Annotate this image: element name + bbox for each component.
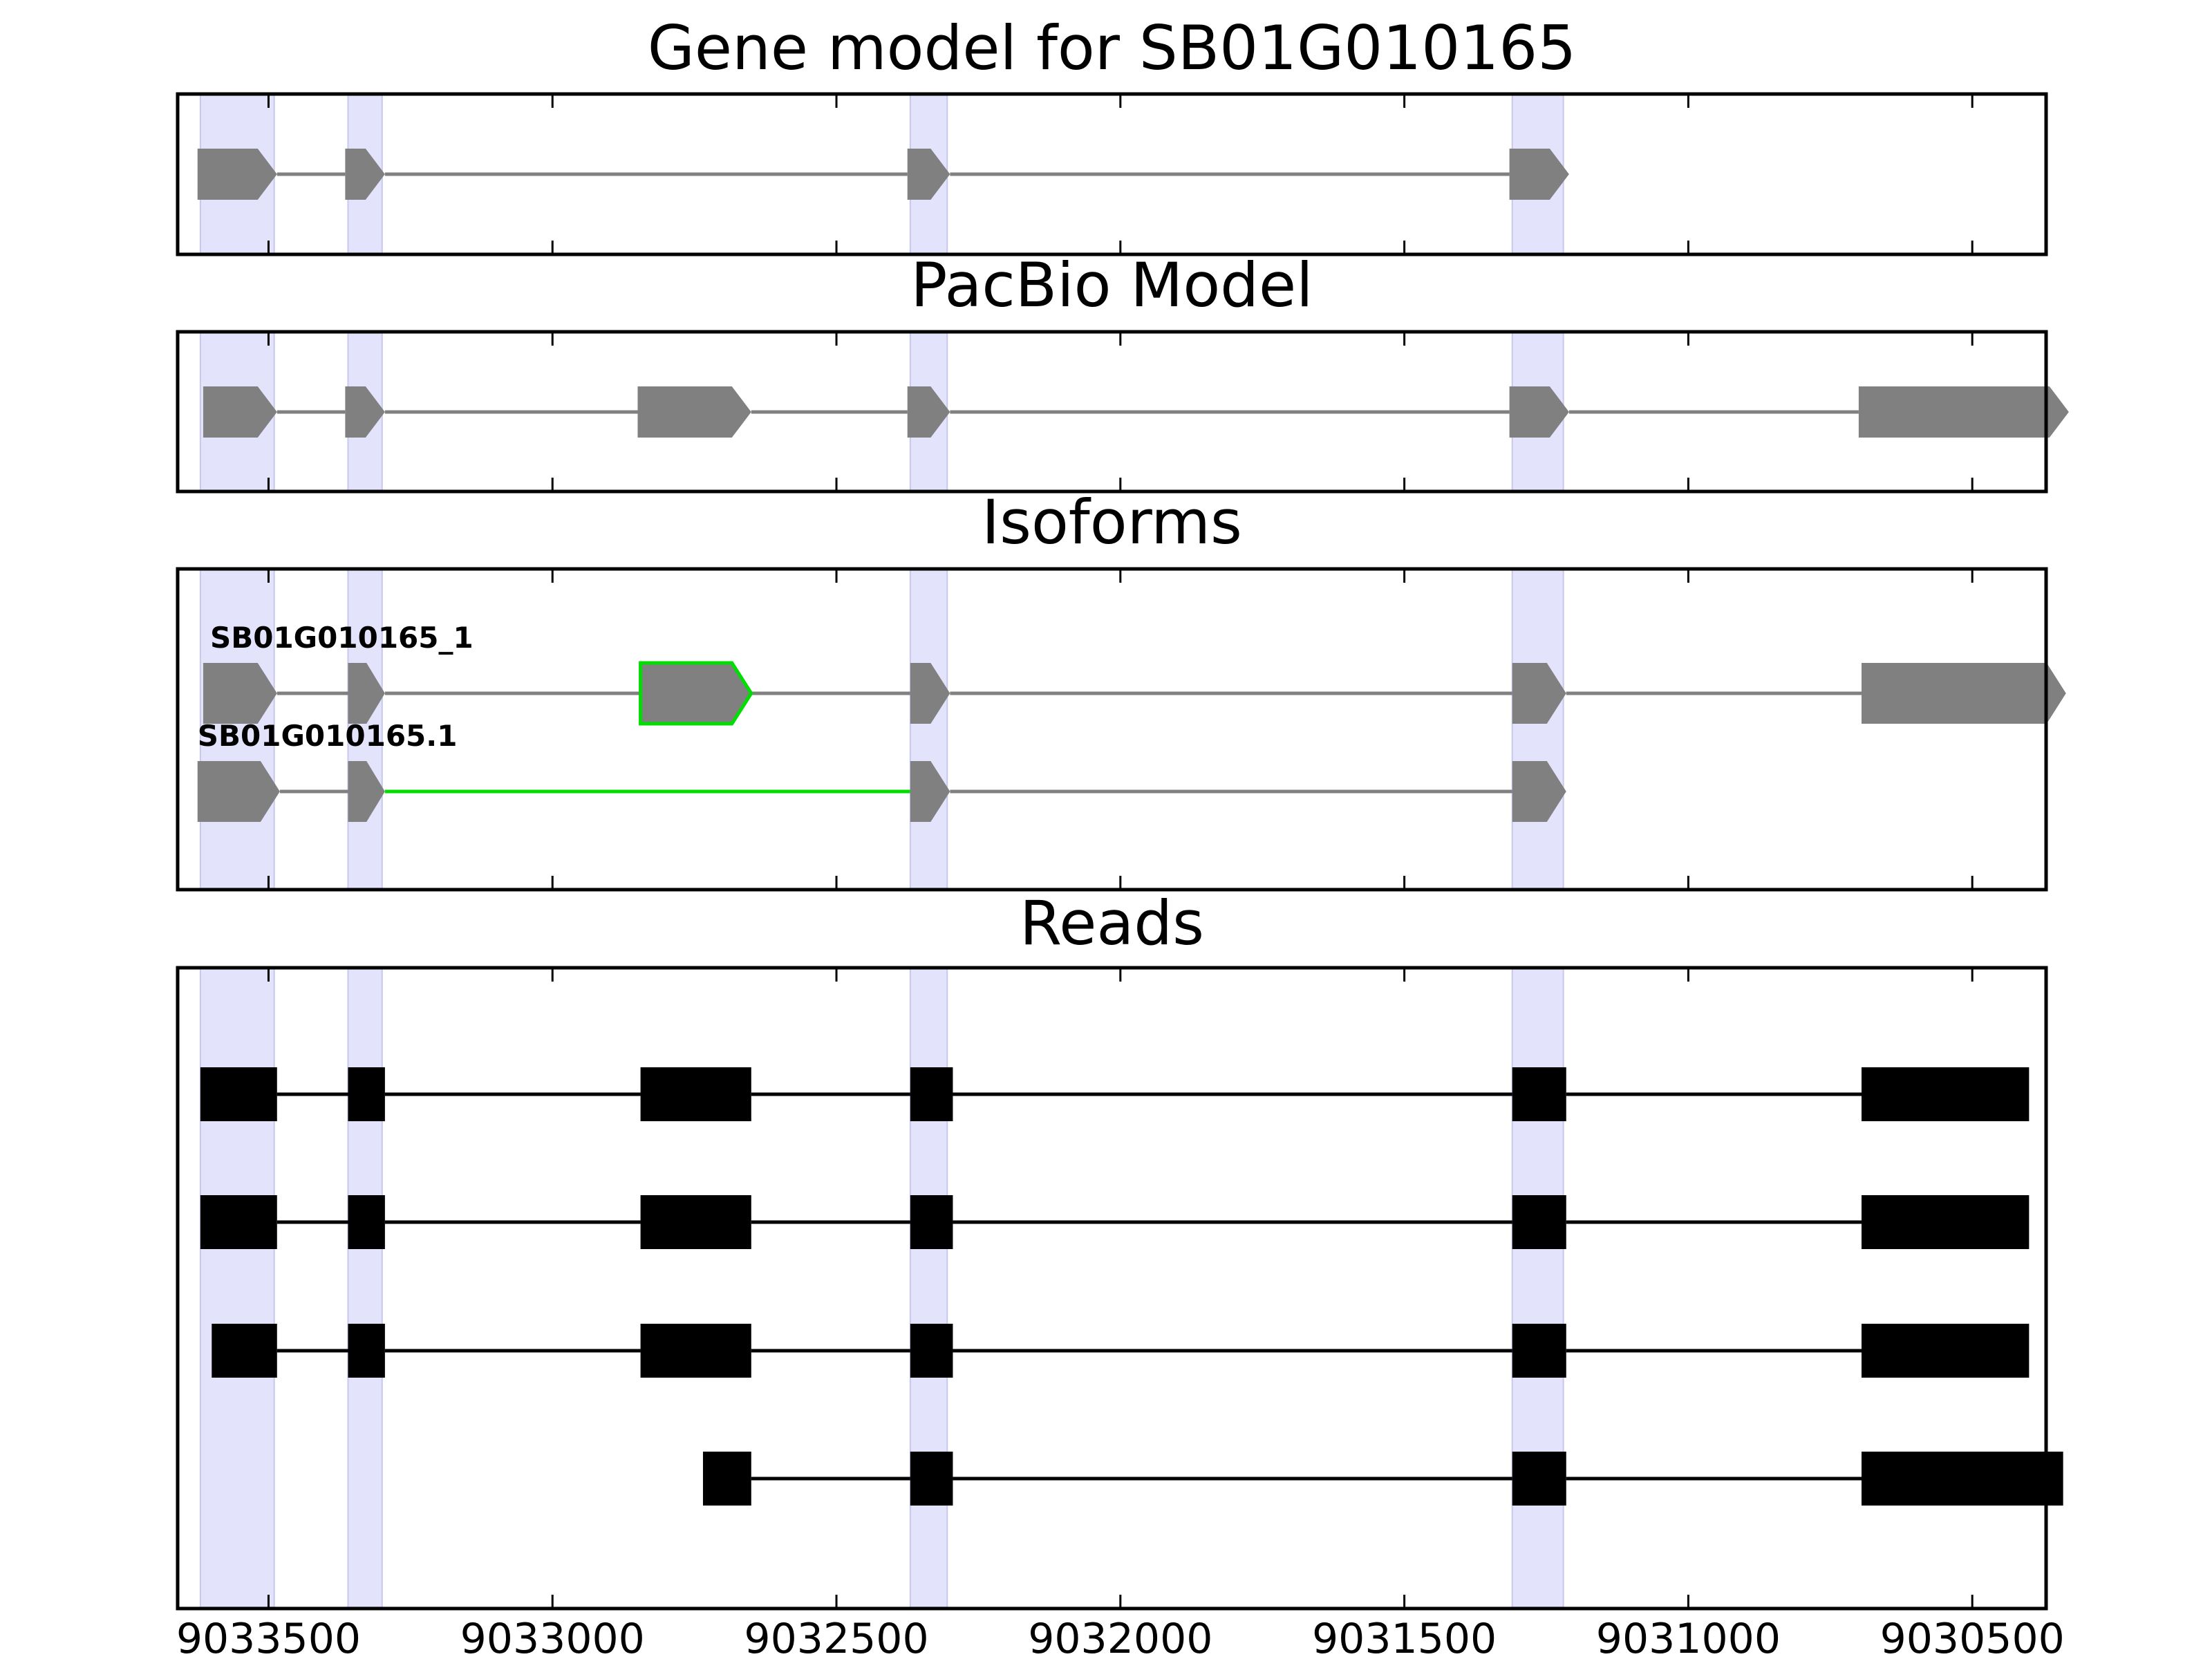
panel-title: Reads	[1020, 888, 1204, 959]
x-tick-label: 9033000	[460, 1615, 645, 1659]
read-block	[910, 1195, 953, 1249]
read-track	[200, 1067, 2030, 1121]
panel-4: Reads	[176, 888, 2063, 1611]
highlight-region	[347, 967, 383, 1609]
read-track	[702, 1452, 2063, 1506]
transcript-track: SB01G010165_1	[203, 621, 2066, 726]
exon	[907, 386, 950, 438]
read-block	[702, 1452, 751, 1506]
exon	[348, 663, 385, 724]
exon	[197, 761, 280, 822]
x-tick-label: 9032500	[744, 1615, 928, 1659]
transcript-track	[203, 386, 2069, 438]
novel-exon	[639, 661, 753, 726]
panel-title: PacBio Model	[910, 250, 1313, 321]
read-block	[348, 1067, 385, 1121]
read-block	[1512, 1452, 1566, 1506]
highlight-region	[909, 568, 948, 890]
panel-1: Gene model for SB01G010165	[176, 12, 2048, 256]
read-block	[1512, 1324, 1566, 1378]
panel-title: Gene model for SB01G010165	[648, 12, 1577, 84]
x-tick-label: 9031000	[1596, 1615, 1781, 1659]
read-block	[200, 1067, 277, 1121]
exon	[910, 761, 950, 822]
read-block	[348, 1324, 385, 1378]
exon	[1512, 663, 1566, 724]
exon	[637, 386, 751, 438]
panel-2: PacBio Model	[176, 250, 2069, 494]
read-block	[640, 1195, 751, 1249]
exon	[1509, 149, 1569, 200]
x-tick-label: 9030500	[1880, 1615, 2065, 1659]
read-block	[910, 1324, 953, 1378]
exon	[345, 386, 385, 438]
exon	[910, 663, 950, 724]
x-tick-label: 9032000	[1028, 1615, 1212, 1659]
read-block	[212, 1324, 277, 1378]
exon	[348, 761, 385, 822]
read-block	[1512, 1067, 1566, 1121]
exon	[1509, 386, 1569, 438]
panel-frame	[176, 567, 2048, 892]
highlight-region	[199, 967, 275, 1609]
transcript-track: SB01G010165.1	[197, 719, 1566, 822]
read-block	[1861, 1324, 2030, 1378]
x-tick-label: 9031500	[1312, 1615, 1497, 1659]
exon	[1512, 761, 1566, 822]
panel-frame	[176, 92, 2048, 256]
highlight-region	[199, 568, 275, 890]
panel-frame	[176, 966, 2048, 1611]
x-axis-labels: 9033500 9033000 9032500 9032000 9031500 90310…	[176, 1615, 2065, 1659]
read-block	[1861, 1195, 2030, 1249]
exon	[203, 663, 277, 724]
exon	[345, 149, 385, 200]
exon	[197, 149, 277, 200]
read-block	[640, 1324, 751, 1378]
x-tick-label: 9033500	[176, 1615, 361, 1659]
panel-3: Isoforms SB01G010165_1 SB01G010165.1	[176, 487, 2066, 892]
read-block	[910, 1452, 953, 1506]
exon	[1858, 386, 2069, 438]
read-block	[1861, 1452, 2063, 1506]
read-block	[348, 1195, 385, 1249]
panel-frame	[176, 330, 2048, 494]
exon	[907, 149, 950, 200]
highlight-region	[1511, 967, 1564, 1609]
isoform-label: SB01G010165_1	[210, 621, 474, 655]
exon	[1861, 663, 2066, 724]
transcript-track	[197, 149, 1569, 200]
read-block	[640, 1067, 751, 1121]
highlight-region	[909, 967, 948, 1609]
read-track	[212, 1324, 2030, 1378]
isoform-label: SB01G010165.1	[198, 719, 458, 753]
highlight-region	[1511, 568, 1564, 890]
read-block	[200, 1195, 277, 1249]
read-block	[1861, 1067, 2030, 1121]
read-block	[910, 1067, 953, 1121]
read-block	[1512, 1195, 1566, 1249]
exon	[203, 386, 277, 438]
read-track	[200, 1195, 2030, 1249]
panel-title: Isoforms	[982, 487, 1242, 558]
